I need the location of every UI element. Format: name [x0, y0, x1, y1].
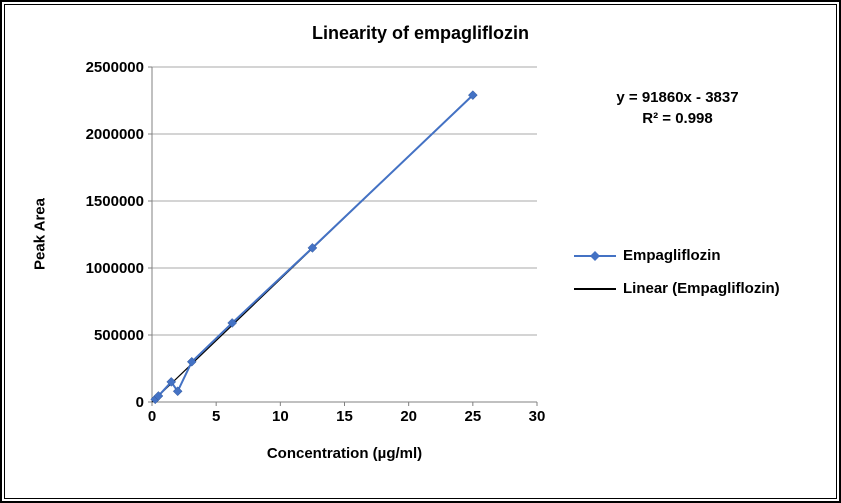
x-tick-label: 30: [529, 408, 546, 425]
x-tick-label: 5: [212, 408, 220, 425]
data-point-marker: [186, 356, 197, 367]
data-point-marker: [172, 386, 183, 397]
x-tick-label: 0: [148, 408, 156, 425]
trendline-annotation: y = 91860x - 3837 R² = 0.998: [575, 87, 780, 129]
legend-label-empagliflozin: Empagliflozin: [623, 247, 721, 264]
x-axis-title: Concentration (µg/ml): [266, 445, 423, 462]
y-tick-label: 500000: [94, 327, 144, 344]
y-tick-label: 2000000: [86, 126, 144, 143]
chart-title: Linearity of empagliflozin: [311, 23, 530, 43]
data-point-marker: [307, 243, 318, 253]
series-marker-icon: [574, 250, 616, 261]
data-point-marker: [166, 377, 177, 387]
r-squared-text: R² = 0.998: [642, 110, 713, 127]
y-tick-label: 2500000: [86, 59, 144, 76]
legend: Empagliflozin Linear (Empagliflozin): [574, 247, 780, 297]
equation-text: y = 91860x - 3837: [616, 89, 739, 106]
x-tick-label: 15: [336, 408, 353, 425]
legend-item-linear: Linear (Empagliflozin): [574, 280, 780, 297]
data-point-marker: [227, 318, 238, 328]
data-point-marker: [467, 90, 478, 100]
legend-label-linear: Linear (Empagliflozin): [623, 280, 780, 297]
x-tick-label: 25: [464, 408, 481, 425]
y-tick-label: 1500000: [86, 193, 144, 210]
x-tick-label: 10: [272, 408, 289, 425]
y-axis-title: Peak Area: [31, 198, 49, 270]
legend-item-empagliflozin: Empagliflozin: [574, 247, 780, 264]
data-point-marker: [153, 391, 164, 401]
y-tick-label: 0: [136, 394, 144, 411]
trendline-marker-icon: [574, 287, 616, 290]
y-tick-label: 1000000: [86, 260, 144, 277]
x-tick-label: 20: [400, 408, 417, 425]
